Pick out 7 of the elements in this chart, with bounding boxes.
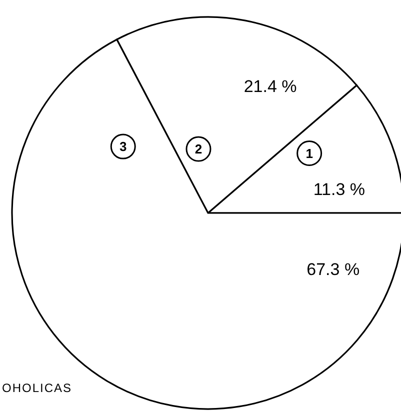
data-label: 67.3 % bbox=[306, 260, 360, 279]
data-label: 11.3 % bbox=[313, 180, 366, 199]
slice-label: 3 bbox=[119, 139, 127, 154]
slice-label: 1 bbox=[306, 146, 313, 161]
data-label: 21.4 % bbox=[244, 76, 297, 96]
text: OHOLICAS bbox=[2, 381, 72, 395]
slice-label: 2 bbox=[194, 142, 202, 157]
